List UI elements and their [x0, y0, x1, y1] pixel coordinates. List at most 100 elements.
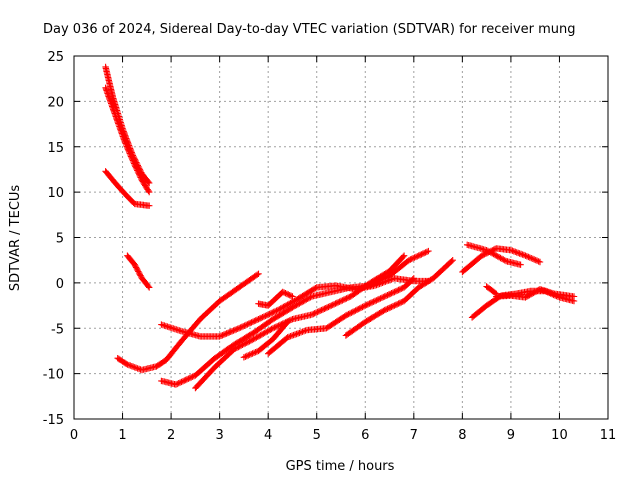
data-point-marker — [296, 329, 303, 337]
data-point-marker — [235, 325, 243, 332]
data-point-marker — [297, 329, 305, 336]
data-point-marker — [249, 336, 256, 344]
data-point-marker — [392, 301, 399, 309]
data-point-marker — [115, 121, 122, 129]
data-point-marker — [352, 307, 359, 314]
data-point-marker — [123, 141, 130, 149]
data-point-marker — [344, 294, 352, 301]
data-point-marker — [254, 333, 261, 340]
data-track — [114, 270, 262, 374]
data-point-marker — [106, 96, 113, 103]
data-point-marker — [126, 150, 133, 157]
data-point-marker — [321, 305, 328, 312]
data-point-marker — [448, 258, 455, 265]
data-track — [265, 275, 417, 357]
data-point-marker — [283, 335, 290, 342]
data-point-marker — [274, 323, 281, 330]
data-point-marker — [498, 255, 506, 262]
data-point-marker — [415, 252, 422, 259]
data-point-marker — [484, 247, 492, 255]
data-point-marker — [244, 321, 251, 328]
data-track — [342, 257, 456, 339]
data-point-marker — [132, 164, 140, 171]
data-point-marker — [130, 363, 137, 370]
data-point-marker — [236, 343, 243, 350]
data-point-marker — [277, 305, 284, 312]
x-tick-label: 10 — [551, 428, 568, 443]
data-point-marker — [346, 293, 353, 301]
data-point-marker — [300, 328, 308, 335]
x-tick-label: 2 — [167, 428, 175, 443]
data-point-marker — [315, 308, 322, 315]
data-point-marker — [252, 349, 259, 356]
data-point-marker — [245, 320, 252, 327]
data-point-marker — [242, 340, 249, 347]
data-point-marker — [526, 254, 533, 261]
data-point-marker — [449, 257, 456, 264]
data-point-marker — [344, 311, 351, 318]
data-point-marker — [259, 314, 266, 321]
data-point-marker — [351, 308, 358, 315]
data-point-marker — [251, 317, 258, 325]
data-point-marker — [312, 285, 319, 292]
data-point-marker — [387, 304, 394, 311]
data-point-marker — [382, 292, 390, 299]
data-point-marker — [287, 316, 295, 323]
data-point-marker — [131, 261, 138, 268]
data-point-marker — [262, 312, 269, 320]
data-point-marker — [136, 171, 143, 178]
data-track — [255, 288, 296, 309]
data-point-marker — [366, 300, 373, 307]
data-point-marker — [281, 303, 288, 310]
data-point-marker — [132, 264, 140, 271]
data-point-marker — [364, 301, 372, 308]
data-point-marker — [233, 326, 240, 333]
data-point-marker — [243, 339, 250, 346]
data-point-marker — [330, 301, 338, 308]
data-point-marker — [262, 328, 270, 336]
data-point-marker — [395, 300, 402, 307]
data-point-marker — [134, 167, 141, 174]
data-point-marker — [186, 374, 193, 382]
data-point-marker — [270, 308, 277, 316]
data-point-marker — [135, 170, 142, 177]
data-point-marker — [285, 333, 293, 340]
data-point-marker — [359, 303, 366, 311]
data-point-marker — [517, 250, 525, 258]
data-point-marker — [269, 309, 276, 316]
data-point-marker — [360, 303, 368, 310]
data-point-marker — [272, 323, 279, 331]
data-point-marker — [307, 294, 314, 301]
data-point-marker — [384, 292, 391, 299]
data-point-marker — [339, 297, 346, 304]
x-tick-label: 1 — [118, 428, 126, 443]
data-point-marker — [127, 151, 134, 159]
data-point-marker — [271, 308, 279, 315]
data-point-marker — [385, 291, 393, 298]
y-tick-label: -5 — [51, 322, 64, 337]
data-track — [240, 318, 291, 361]
data-point-marker — [176, 379, 184, 386]
data-point-marker — [179, 378, 187, 385]
data-point-marker — [385, 305, 393, 312]
data-point-marker — [145, 283, 152, 290]
data-point-marker — [318, 306, 325, 314]
data-point-marker — [256, 315, 264, 322]
data-point-marker — [249, 318, 257, 325]
data-point-marker — [289, 293, 296, 300]
data-point-marker — [136, 271, 143, 278]
data-point-marker — [388, 290, 395, 297]
data-point-marker — [246, 351, 253, 358]
data-point-marker — [400, 252, 408, 259]
data-point-marker — [522, 252, 529, 259]
data-point-marker — [181, 377, 188, 384]
data-point-marker — [304, 295, 311, 302]
data-point-marker — [305, 294, 313, 302]
data-point-marker — [145, 187, 152, 194]
data-point-marker — [260, 313, 268, 320]
data-point-marker — [268, 325, 275, 333]
data-point-marker — [349, 308, 356, 316]
data-point-marker — [242, 321, 250, 329]
data-point-marker — [285, 291, 292, 298]
data-point-marker — [493, 252, 500, 259]
